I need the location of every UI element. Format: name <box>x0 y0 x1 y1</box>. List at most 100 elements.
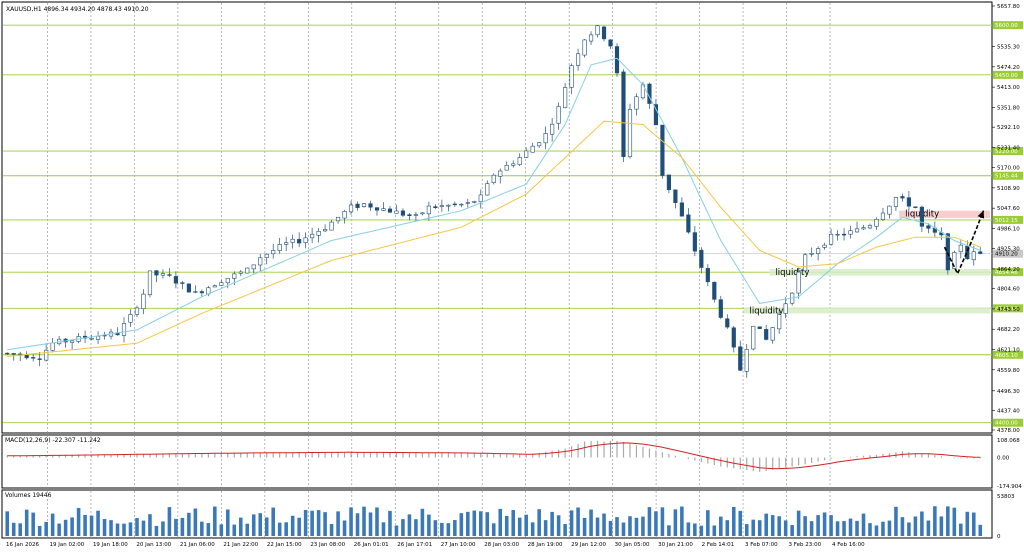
volume-bar <box>381 522 386 536</box>
level-price-box <box>993 171 1023 180</box>
candle-body <box>744 349 749 372</box>
volume-bar <box>900 517 905 536</box>
volume-series <box>5 506 983 536</box>
volume-bar <box>161 521 165 536</box>
candle-body <box>601 26 607 40</box>
volume-bar <box>245 523 250 536</box>
candle-body <box>316 231 321 236</box>
moving-averages <box>7 57 981 357</box>
volume-bar <box>83 514 87 536</box>
x-tick-label: 21 Jan 22:00 <box>223 542 258 548</box>
candle-body <box>70 340 75 343</box>
candle-body <box>926 225 931 229</box>
candle-body <box>958 244 963 253</box>
macd-tick-label: 0.00 <box>997 456 1010 462</box>
volume-bar <box>258 513 263 536</box>
x-tick-label: 30 Jan 05:00 <box>615 542 650 548</box>
candle-body <box>673 189 678 203</box>
volumes-label: Volumes 19446 <box>5 492 52 499</box>
candle-body <box>212 285 217 288</box>
volume-bar <box>290 515 295 536</box>
ema-slow-line <box>7 120 981 357</box>
volume-bar <box>63 519 68 536</box>
volume-bar <box>634 517 639 536</box>
candle-body <box>504 164 509 171</box>
volume-bar <box>731 506 736 536</box>
x-tick-label: 30 Jan 21:00 <box>658 542 693 548</box>
volume-bar <box>154 525 159 536</box>
volume-bar <box>180 517 185 536</box>
volume-bar <box>971 512 976 536</box>
x-tick-label: 27 Jan 10:00 <box>441 542 476 548</box>
volume-bar <box>822 512 827 536</box>
volume-bar <box>491 523 496 536</box>
volume-bar <box>485 512 490 536</box>
candle-body <box>841 233 847 236</box>
candle-body <box>446 204 451 207</box>
candle-body <box>563 87 568 109</box>
volume-bar <box>11 522 16 536</box>
candle-body <box>219 282 224 286</box>
price-tick-label: 5657.80 <box>997 4 1020 10</box>
candle-body <box>439 205 444 207</box>
volume-bar <box>414 519 418 536</box>
candle-body <box>913 206 918 208</box>
volume-bar <box>109 520 113 536</box>
volume-bar <box>375 507 379 536</box>
volume-bar <box>926 520 931 536</box>
x-tick-label: 26 Jan 17:01 <box>397 542 432 548</box>
x-tick-label: 3 Feb 23:00 <box>789 542 822 548</box>
volume-bar <box>537 509 541 536</box>
volume-bar <box>712 525 717 536</box>
volume-bar <box>206 523 211 536</box>
candle-body <box>271 250 276 255</box>
volume-bar <box>219 524 224 536</box>
projection-path <box>943 210 985 276</box>
x-tick-label: 19 Jan 02:00 <box>49 542 84 548</box>
volume-bar <box>70 517 74 536</box>
candle-body <box>24 354 29 359</box>
candle-body <box>95 335 101 340</box>
candle-body <box>582 39 587 56</box>
volume-bar <box>213 506 217 536</box>
volume-bar <box>355 513 360 536</box>
volume-bar <box>148 514 152 536</box>
volume-bar <box>200 521 204 536</box>
candle-body <box>576 53 581 66</box>
level-price-label: 4605.10 <box>995 353 1018 359</box>
price-tick-label: 4682.20 <box>997 327 1020 333</box>
candle-body <box>310 233 315 239</box>
volume-bar <box>459 513 464 536</box>
candle-body <box>777 314 782 330</box>
macd-label: MACD(12,26,9) -22.307 -11.242 <box>5 437 101 444</box>
level-price-label: 5450.00 <box>995 73 1018 79</box>
volume-bar <box>848 518 853 536</box>
price-tick-label: 4437.40 <box>997 408 1020 414</box>
candle-body <box>11 353 16 355</box>
candle-body <box>880 212 886 221</box>
candle-body <box>128 314 133 323</box>
volume-bar <box>167 507 172 536</box>
volume-bar <box>102 518 107 536</box>
level-price-box <box>993 21 1023 30</box>
candle-body <box>588 34 594 42</box>
level-price-box <box>993 304 1023 313</box>
candle-body <box>803 254 808 272</box>
candle-body <box>550 123 555 135</box>
x-tick-label: 23 Jan 08:00 <box>310 542 345 548</box>
candle-body <box>634 96 639 110</box>
volume-bar <box>790 525 794 536</box>
volume-bar <box>641 516 645 536</box>
candle-body <box>381 208 386 211</box>
volume-bar <box>174 518 178 536</box>
volume-bar <box>933 506 937 536</box>
candle-body <box>37 358 42 360</box>
volume-bar <box>939 516 944 536</box>
candle-body <box>725 318 730 328</box>
level-price-box <box>993 70 1023 79</box>
volume-bar <box>57 523 61 536</box>
volume-bar <box>887 520 892 536</box>
volume-bar <box>556 515 561 536</box>
candle-body <box>978 251 983 254</box>
volume-bar <box>440 522 444 536</box>
